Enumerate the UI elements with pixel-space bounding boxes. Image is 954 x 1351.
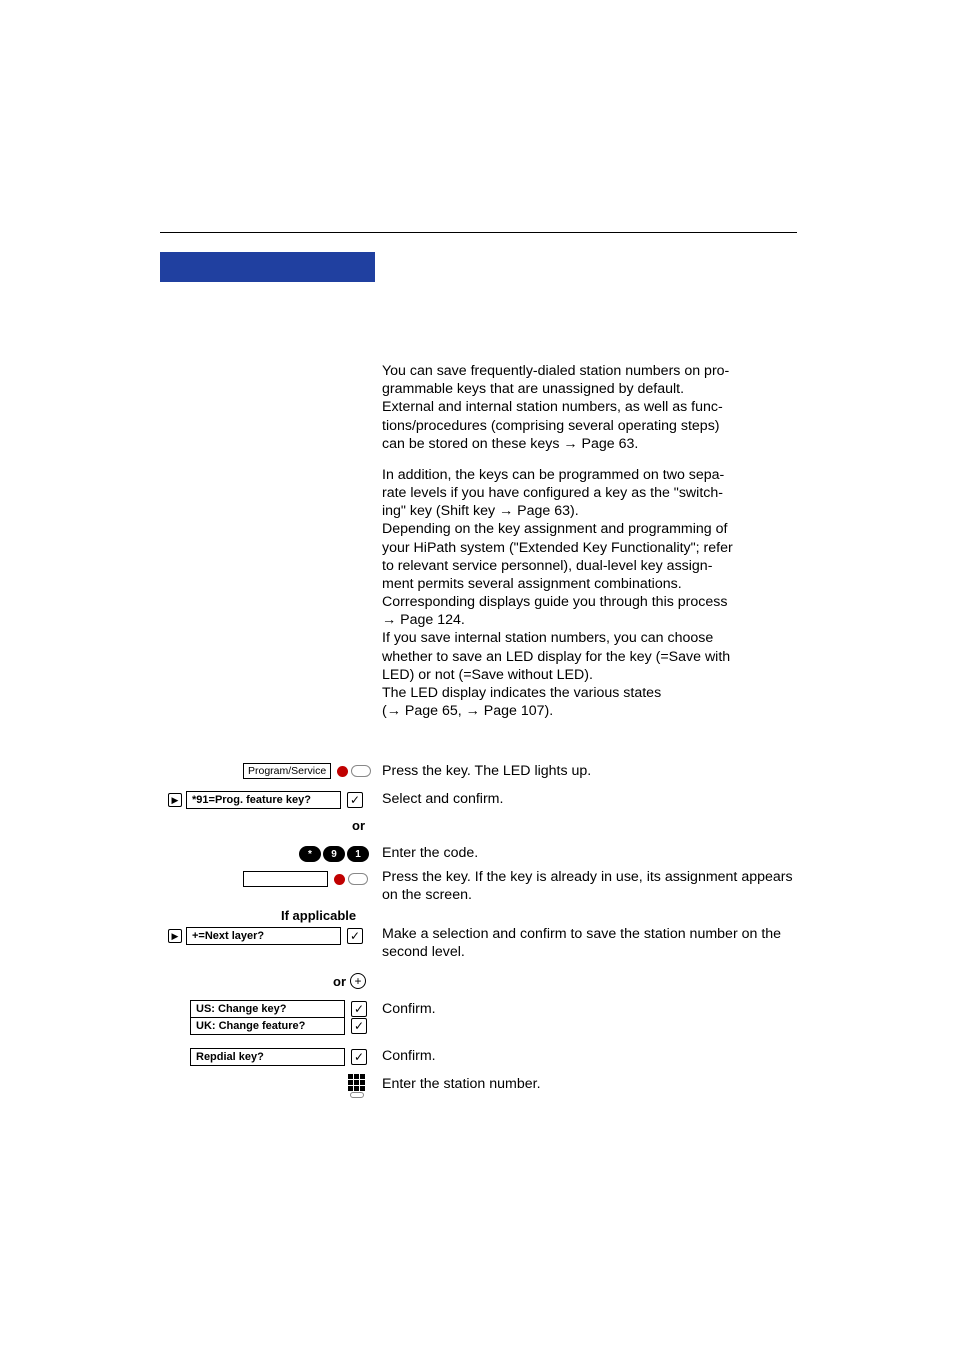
- key-1-icon: 1: [347, 846, 369, 862]
- p2-line7: ment permits several assignment combinat…: [382, 576, 682, 592]
- arrow-icon: →: [466, 703, 480, 719]
- or-plus-row: or +: [333, 973, 366, 989]
- led-dot-icon: [337, 766, 348, 777]
- p2-line1: In addition, the keys can be programmed …: [382, 467, 724, 483]
- p2-line3a: ing" key (Shift key: [382, 503, 499, 519]
- blue-heading-bar: [160, 252, 375, 282]
- check-icon: ✓: [351, 1018, 367, 1034]
- program-service-row: Program/Service: [243, 763, 371, 779]
- enter-code-text: Enter the code.: [382, 844, 797, 862]
- forward-icon: ▶: [168, 793, 182, 807]
- keypad-icon: [348, 1074, 370, 1096]
- p1-line5a: can be stored on these keys: [382, 436, 563, 452]
- confirm-text-1: Confirm.: [382, 1000, 797, 1018]
- check-icon: ✓: [347, 792, 363, 808]
- blank-key-label: [243, 871, 328, 887]
- forward-icon: ▶: [168, 929, 182, 943]
- check-icon: ✓: [351, 1001, 367, 1017]
- p2-line13: The LED display indicates the various st…: [382, 685, 661, 701]
- p2-line2: rate levels if you have configured a key…: [382, 485, 723, 501]
- p1-line3: External and internal station numbers, a…: [382, 399, 723, 415]
- code-keys: * 9 1: [299, 846, 369, 862]
- paragraph-1: You can save frequently-dialed station n…: [382, 362, 797, 453]
- led-key-icon: [334, 873, 368, 885]
- us-change-label: US: Change key?: [190, 1000, 345, 1018]
- p2-line9b: Page 124.: [396, 612, 465, 628]
- arrow-icon: →: [387, 703, 401, 719]
- program-service-label: Program/Service: [243, 763, 331, 779]
- press-key-led-text: Press the key. The LED lights up.: [382, 762, 797, 780]
- p2-line10: If you save internal station numbers, yo…: [382, 630, 713, 646]
- p2-line3b: Page 63).: [513, 503, 578, 519]
- if-applicable-label: If applicable: [281, 908, 356, 923]
- change-key-group: US: Change key? ✓ UK: Change feature? ✓: [190, 1000, 367, 1035]
- arrow-icon: →: [382, 612, 396, 628]
- key-oval-icon: [348, 873, 368, 885]
- next-layer-label: +=Next layer?: [186, 927, 341, 945]
- led-key-icon: [337, 765, 371, 777]
- or-label-1: or: [352, 818, 365, 833]
- repdial-row: Repdial key? ✓: [190, 1048, 367, 1066]
- uk-change-label: UK: Change feature?: [190, 1017, 345, 1035]
- repdial-label: Repdial key?: [190, 1048, 345, 1066]
- key-9-icon: 9: [323, 846, 345, 862]
- p1-line1: You can save frequently-dialed station n…: [382, 363, 729, 379]
- led-dot-icon: [334, 874, 345, 885]
- prog-feature-row: ▶ *91=Prog. feature key? ✓: [168, 791, 363, 809]
- p2-line11: whether to save an LED display for the k…: [382, 649, 730, 665]
- p2-line8: Corresponding displays guide you through…: [382, 594, 727, 610]
- intro-paragraphs: You can save frequently-dialed station n…: [382, 362, 797, 733]
- p2-line12: LED) or not (=Save without LED).: [382, 667, 593, 683]
- p1-line5b: Page 63.: [578, 436, 639, 452]
- arrow-icon: →: [563, 436, 577, 452]
- p2-line4: Depending on the key assignment and prog…: [382, 521, 727, 537]
- plus-icon: +: [350, 973, 366, 989]
- key-oval-icon: [351, 765, 371, 777]
- confirm-text-2: Confirm.: [382, 1047, 797, 1065]
- next-layer-row: ▶ +=Next layer? ✓: [168, 927, 363, 945]
- blank-key-row: [243, 871, 368, 887]
- check-icon: ✓: [347, 928, 363, 944]
- p2-line6: to relevant service personnel), dual-lev…: [382, 558, 712, 574]
- key-star-icon: *: [299, 846, 321, 862]
- select-confirm-text: Select and confirm.: [382, 790, 797, 808]
- second-level-text: Make a selection and confirm to save the…: [382, 925, 797, 961]
- p2-line14c: Page 107).: [480, 703, 553, 719]
- top-divider: [160, 232, 797, 233]
- or-label-2: or: [333, 974, 346, 989]
- p2-line14b: Page 65,: [401, 703, 466, 719]
- prog-feature-label: *91=Prog. feature key?: [186, 791, 341, 809]
- enter-station-text: Enter the station number.: [382, 1075, 797, 1093]
- press-key-inuse-text: Press the key. If the key is already in …: [382, 868, 797, 904]
- p1-line4: tions/procedures (comprising several ope…: [382, 418, 720, 434]
- p1-line2: grammable keys that are unassigned by de…: [382, 381, 684, 397]
- p2-line5: your HiPath system ("Extended Key Functi…: [382, 540, 733, 556]
- arrow-icon: →: [499, 503, 513, 519]
- check-icon: ✓: [351, 1049, 367, 1065]
- paragraph-2: In addition, the keys can be programmed …: [382, 466, 797, 720]
